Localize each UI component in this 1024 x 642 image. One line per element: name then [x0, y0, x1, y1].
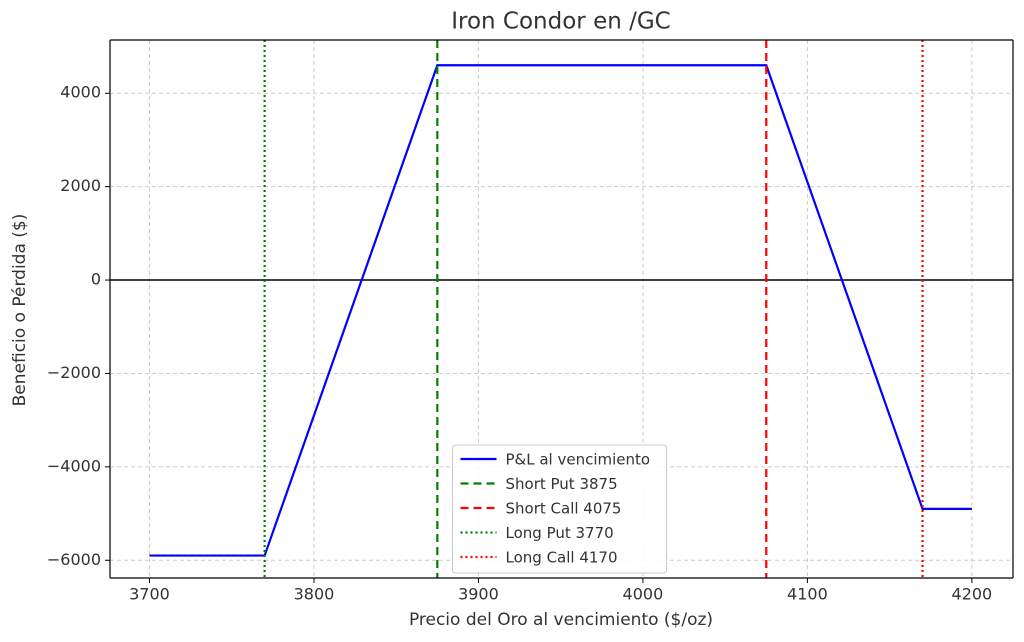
- x-tick-label: 3700: [129, 585, 170, 604]
- x-tick-label: 4100: [787, 585, 828, 604]
- x-tick-label: 3800: [294, 585, 335, 604]
- y-tick-label: 2000: [60, 176, 101, 195]
- y-tick-label: −4000: [47, 456, 101, 475]
- legend: P&L al vencimiento Short Put 3875 Short Ca…: [452, 444, 667, 574]
- pnl-line: [149, 64, 972, 557]
- legend-label: Short Call 4075: [506, 500, 622, 518]
- y-tick-label: −2000: [47, 363, 101, 382]
- legend-label: P&L al vencimiento: [506, 451, 651, 469]
- x-tick-label: 4000: [623, 585, 664, 604]
- legend-box: [452, 444, 667, 574]
- legend-label: Short Put 3875: [506, 475, 618, 493]
- chart-title: Iron Condor en /GC: [451, 9, 671, 35]
- x-tick-label: 3900: [458, 585, 499, 604]
- y-tick-label: 0: [91, 270, 101, 289]
- x-tick-label: 4200: [952, 585, 993, 604]
- y-axis-label: Beneficio o Pérdida ($): [10, 214, 30, 407]
- y-tick-label: 4000: [60, 83, 101, 102]
- legend-label: Long Put 3770: [506, 524, 614, 542]
- y-tick-label: −6000: [47, 550, 101, 569]
- x-axis-label: Precio del Oro al vencimiento ($/oz): [409, 610, 713, 630]
- legend-label: Long Call 4170: [506, 549, 618, 567]
